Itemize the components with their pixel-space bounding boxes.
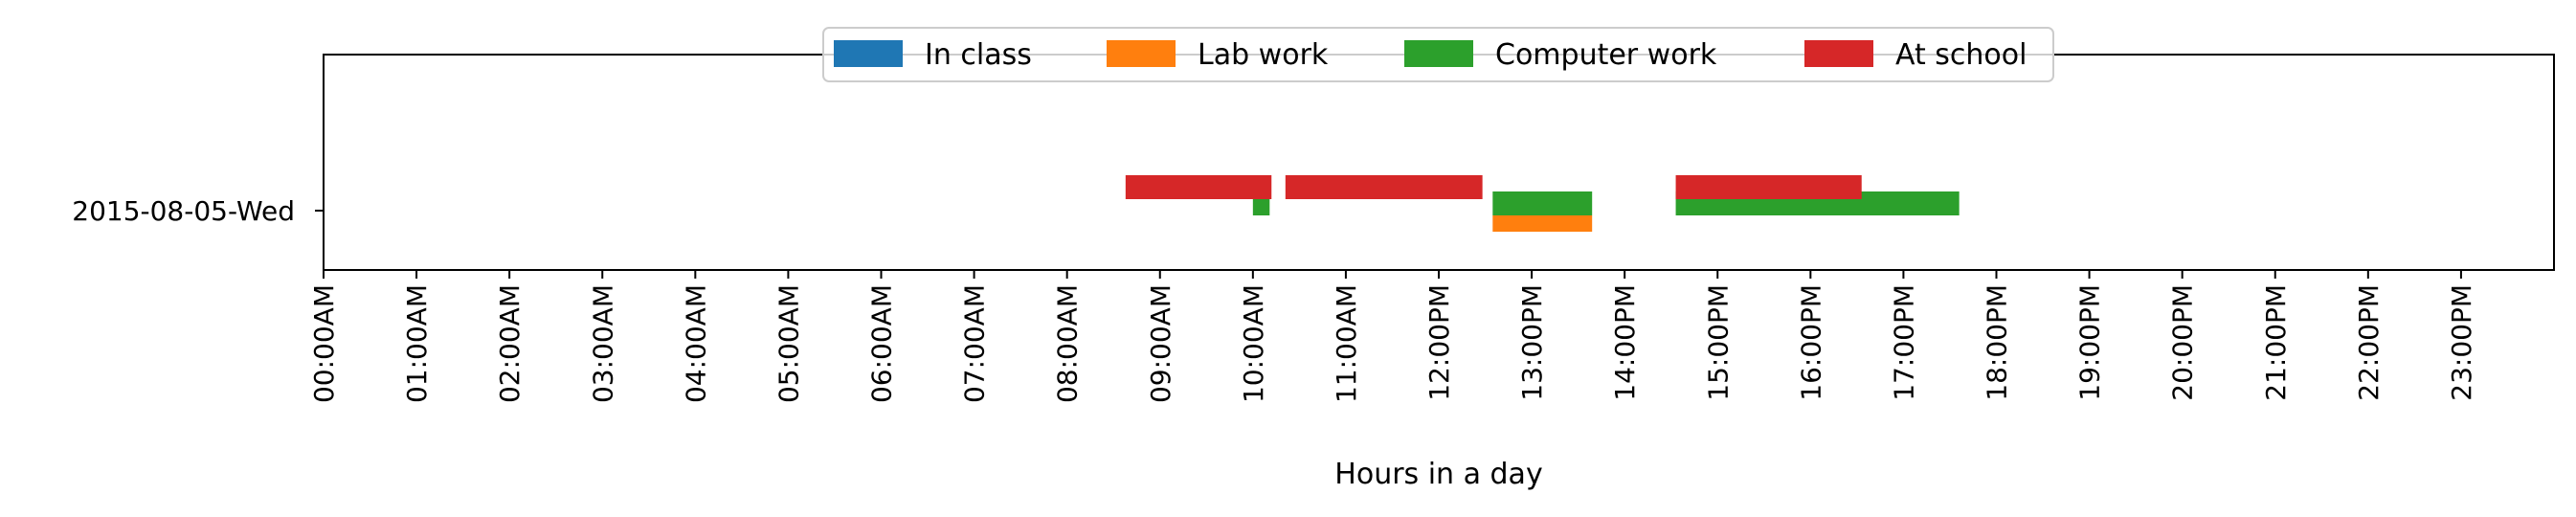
x-tick-label: 20:00PM — [2167, 284, 2199, 401]
bar-at-school-0 — [1125, 175, 1272, 199]
x-tick-label: 06:00AM — [866, 284, 898, 403]
x-tick-label: 11:00AM — [1331, 284, 1362, 403]
legend-label: In class — [925, 38, 1032, 72]
x-tick-label: 05:00AM — [773, 284, 804, 403]
x-tick-label: 13:00PM — [1516, 284, 1548, 401]
legend-label: At school — [1895, 38, 2027, 72]
x-tick-label: 23:00PM — [2446, 284, 2477, 401]
x-tick-label: 16:00PM — [1795, 284, 1826, 401]
x-tick-label: 09:00AM — [1145, 284, 1176, 403]
x-tick-label: 14:00PM — [1609, 284, 1641, 401]
x-tick-label: 02:00AM — [494, 284, 526, 403]
x-tick-label: 19:00PM — [2074, 284, 2106, 401]
bars-layer — [1125, 175, 1960, 232]
y-tick-label: 2015-08-05-Wed — [72, 195, 295, 227]
bar-at-school-2 — [1675, 175, 1862, 199]
y-axis: 2015-08-05-Wed — [72, 195, 324, 227]
x-tick-label: 10:00AM — [1238, 284, 1269, 403]
plot-frame — [323, 54, 2555, 271]
x-axis: 00:00AM 01:00AM 02:00AM 03:00AM 04:00AM 05:00… — [308, 270, 2477, 403]
legend-swatch-at-school — [1804, 40, 1873, 67]
x-tick-label: 22:00PM — [2353, 284, 2385, 401]
x-axis-label: Hours in a day — [1334, 458, 1542, 491]
x-tick-label: 21:00PM — [2260, 284, 2292, 401]
x-tick-label: 07:00AM — [959, 284, 991, 403]
bar-computer-work-1 — [1492, 191, 1593, 215]
legend: In class Lab work Computer work At school — [822, 27, 2054, 82]
x-tick-label: 01:00AM — [401, 284, 433, 403]
x-tick-label: 12:00PM — [1423, 284, 1455, 401]
x-tick-label: 15:00PM — [1702, 284, 1734, 401]
x-tick-label: 08:00AM — [1052, 284, 1084, 403]
x-tick-label: 04:00AM — [680, 284, 711, 403]
x-tick-label: 03:00AM — [587, 284, 618, 403]
legend-swatch-lab-work — [1107, 40, 1176, 67]
legend-swatch-in-class — [834, 40, 903, 67]
x-tick-label: 18:00PM — [1982, 284, 2013, 401]
legend-swatch-computer-work — [1404, 40, 1473, 67]
legend-label: Lab work — [1198, 38, 1329, 72]
x-tick-label: 00:00AM — [308, 284, 340, 403]
legend-label: Computer work — [1495, 38, 1717, 72]
bar-at-school-1 — [1285, 175, 1483, 199]
bar-lab-work-0 — [1492, 215, 1593, 232]
x-tick-label: 17:00PM — [1888, 284, 1919, 401]
